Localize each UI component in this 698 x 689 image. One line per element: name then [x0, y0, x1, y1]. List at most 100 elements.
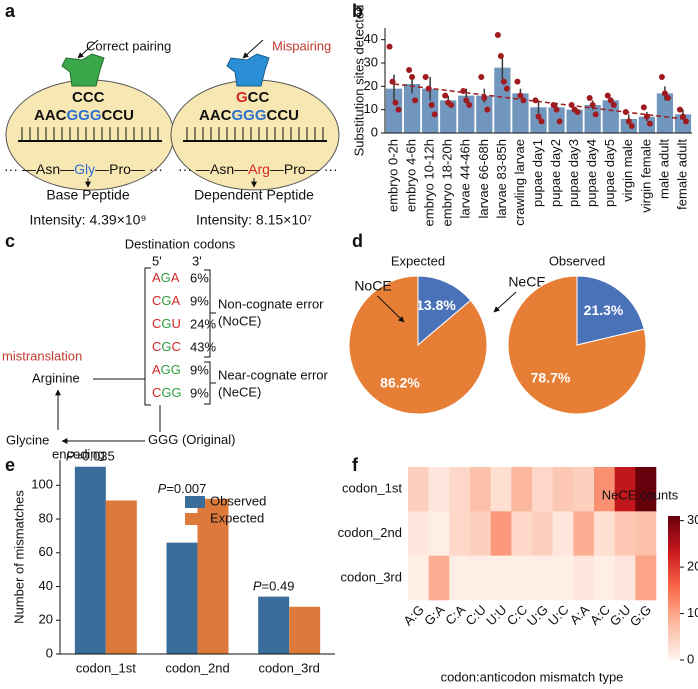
- y-tick-label: 20: [364, 78, 378, 93]
- p-value: P=0.035: [66, 449, 115, 464]
- bracket: [204, 361, 216, 405]
- mrna-sequence: AACGGGCCU: [199, 107, 299, 124]
- x-tick-label: pupae day2: [548, 139, 563, 207]
- bar: [289, 606, 321, 654]
- anticodon-part: G: [236, 89, 248, 106]
- heatmap-cell: [470, 467, 491, 512]
- heatmap-cell: [490, 467, 512, 512]
- colorbar-title: NeCE counts: [602, 487, 679, 502]
- value-label: 86.2%: [380, 375, 420, 391]
- source-codon: GGG (Original): [148, 432, 235, 447]
- y-tick-label: 60: [39, 544, 53, 559]
- panel-label: a: [5, 1, 16, 21]
- heatmap-cell: [573, 467, 595, 512]
- trend-line: [393, 83, 684, 120]
- codon: AGG: [152, 362, 181, 377]
- bar: [638, 116, 655, 133]
- peptide: ··· —Asn—Arg—Pro— ···: [178, 161, 338, 177]
- data-point: [664, 95, 671, 101]
- bar: [548, 107, 565, 133]
- legend-label: Observed: [210, 493, 266, 508]
- bracket: [144, 267, 151, 406]
- value-label: 13.8%: [416, 297, 456, 313]
- panel-label: b: [352, 1, 363, 21]
- heatmap-cell: [511, 555, 533, 601]
- heatmap-cell: [532, 511, 553, 556]
- trna: [226, 53, 270, 87]
- colorbar-tick-label: 0: [687, 651, 694, 666]
- y-tick-label: 0: [371, 124, 378, 139]
- codon-share: 24%: [190, 316, 216, 331]
- data-point: [460, 88, 467, 94]
- x-axis-title: codon:anticodon mismatch type: [441, 669, 624, 684]
- data-point: [517, 92, 524, 99]
- end-label: 5': [152, 253, 162, 268]
- codon-letter: C: [152, 385, 161, 400]
- data-point: [661, 90, 668, 97]
- codon-letter: C: [152, 339, 161, 354]
- heatmap-cell: [552, 555, 574, 601]
- data-point: [607, 97, 614, 104]
- note: (Original): [182, 432, 235, 447]
- heatmap-cell: [490, 555, 512, 601]
- data-point: [640, 104, 647, 111]
- pie-title: Observed: [549, 253, 605, 268]
- data-point: [538, 118, 545, 125]
- codon: CGU: [152, 316, 181, 331]
- peptide-part: ···: [4, 161, 18, 177]
- group-name: Near-cognate error: [218, 367, 328, 382]
- link-label: encoding: [52, 446, 105, 461]
- data-point: [604, 92, 611, 99]
- heatmap-cell: [552, 467, 574, 512]
- data-point: [386, 43, 393, 50]
- data-point: [628, 123, 635, 129]
- bar: [602, 100, 619, 133]
- data-point: [625, 118, 632, 125]
- bar: [440, 100, 457, 133]
- heatmap-cell: [490, 511, 512, 556]
- bar: [166, 542, 198, 654]
- codon-letter: A: [172, 293, 181, 308]
- data-point: [514, 78, 521, 85]
- bar: [530, 107, 547, 133]
- codon: CGA: [152, 293, 181, 308]
- x-tick-label: larvae 66-68h: [476, 139, 491, 219]
- x-tick-label: crawling larvae: [512, 139, 527, 226]
- codon-letter: A: [152, 270, 161, 285]
- heatmap-cell: [470, 555, 491, 601]
- heatmap-cell: [449, 467, 471, 512]
- codon: GGG: [232, 107, 267, 124]
- heatmap-cell: [573, 511, 595, 556]
- codon-share: 9%: [190, 385, 209, 400]
- anticodon: CCC: [72, 89, 105, 106]
- peptide-part: —Pro—: [95, 161, 145, 177]
- peptide-part: Arg: [248, 161, 270, 177]
- heatmap-cell: [635, 511, 657, 556]
- data-point: [676, 106, 683, 113]
- data-point: [481, 95, 488, 101]
- data-point: [574, 109, 581, 115]
- bar: [656, 93, 674, 133]
- intensity: Intensity: 4.39×10⁹: [30, 212, 147, 228]
- y-tick-label: 0: [46, 645, 53, 660]
- peptide-name: Dependent Peptide: [194, 187, 314, 203]
- heatmap-cell: [614, 511, 636, 556]
- annotation: Mispairing: [272, 38, 331, 53]
- data-point: [422, 74, 429, 80]
- x-tick-label: virgin male: [620, 139, 635, 202]
- codon: CGC: [152, 339, 181, 354]
- row-label: codon_1st: [342, 481, 402, 496]
- heatmap-cell: [470, 511, 491, 556]
- peptide-part: ···: [149, 161, 163, 177]
- column-label: G:G: [627, 602, 654, 629]
- value-label: 21.3%: [584, 302, 624, 318]
- x-tick-label: pupae day5: [602, 139, 617, 207]
- heatmap-cell: [614, 467, 636, 512]
- heatmap-cell: [428, 511, 450, 556]
- panel-label: e: [5, 455, 15, 475]
- data-point: [409, 74, 416, 80]
- y-tick-label: 40: [364, 31, 378, 46]
- heatmap-cell: [552, 511, 574, 556]
- x-tick-label: pupae day1: [530, 139, 545, 207]
- bar: [74, 466, 106, 654]
